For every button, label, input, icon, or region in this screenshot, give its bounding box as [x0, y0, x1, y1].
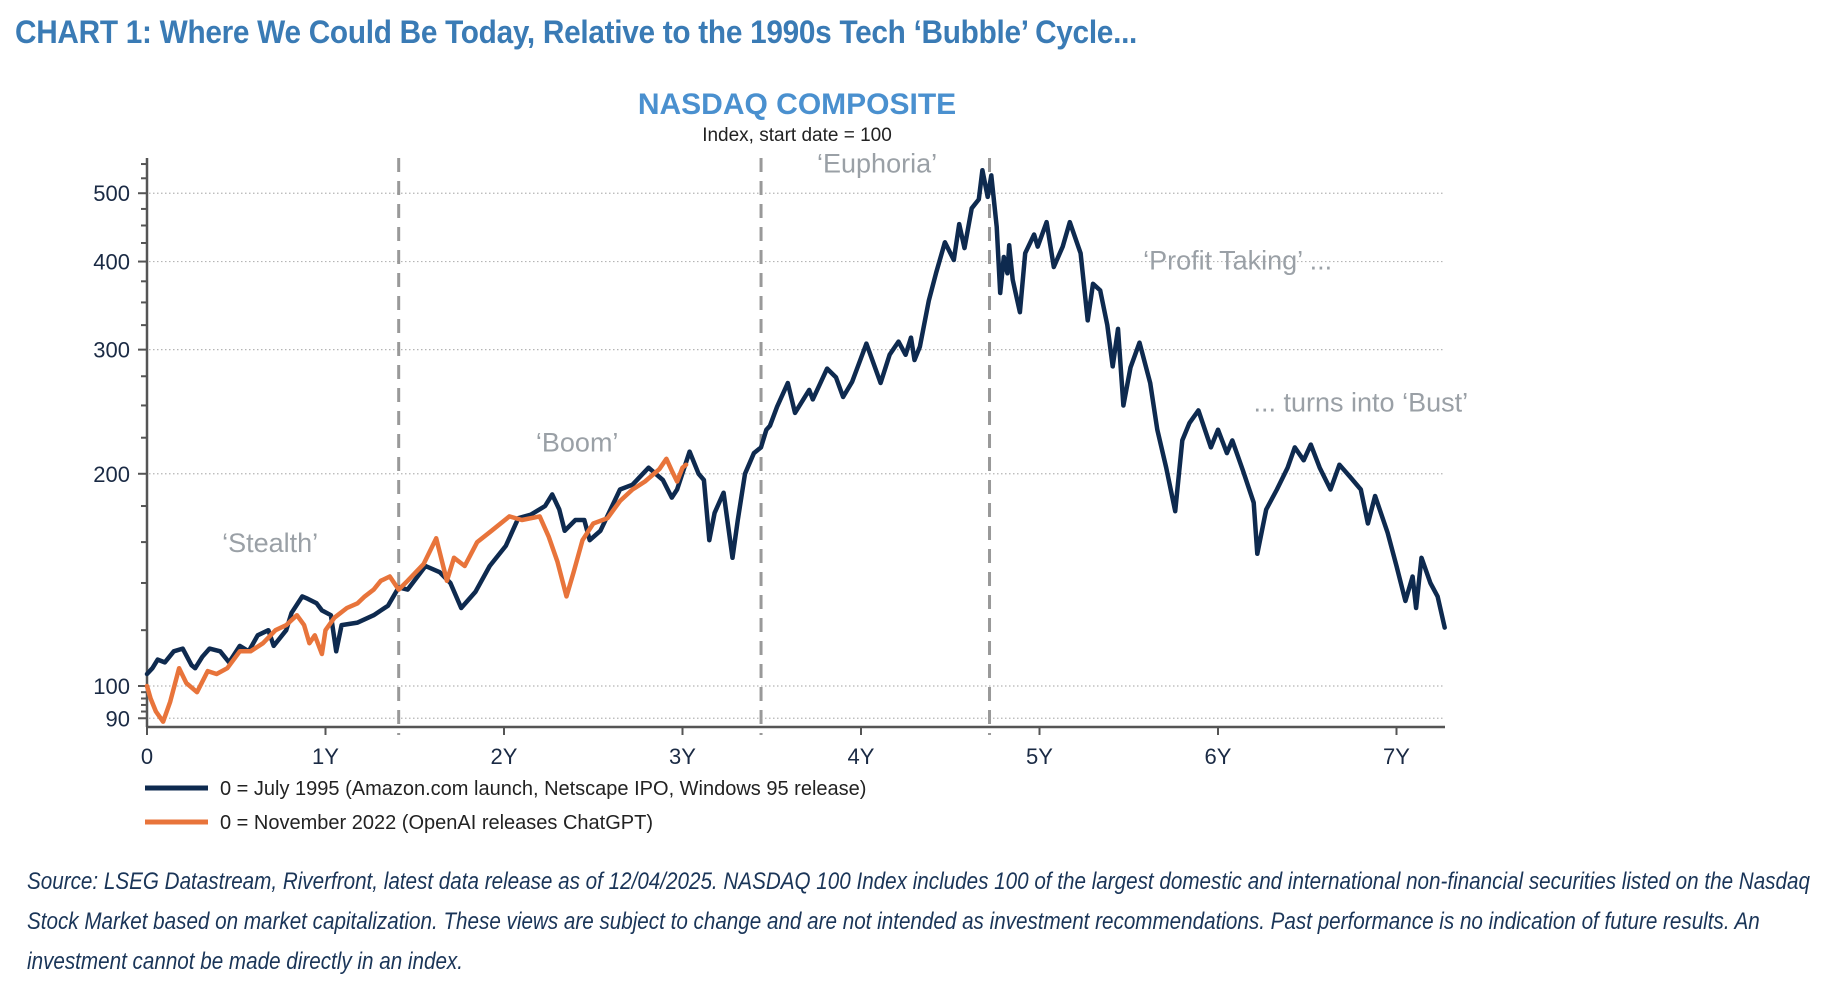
- x-tick-label: 3Y: [669, 744, 696, 769]
- phase-annotation: ‘Profit Taking’ ...: [1143, 245, 1332, 275]
- phase-annotation: ‘Euphoria’: [817, 149, 937, 179]
- axes: 90 100 200 300 400 500 0 1Y 2Y 3Y 4Y 5Y 6Y 7Y: [93, 158, 1445, 769]
- x-tick-label: 4Y: [848, 744, 875, 769]
- x-tick-label: 2Y: [491, 744, 518, 769]
- chart-heading: CHART 1: Where We Could Be Today, Relati…: [15, 14, 1138, 50]
- phase-annotation: ‘Boom’: [536, 428, 619, 458]
- y-tick-label: 200: [93, 462, 130, 487]
- y-tick-label: 100: [93, 674, 130, 699]
- y-tick-label: 400: [93, 250, 130, 275]
- phase-annotation: ... turns into ‘Bust’: [1254, 388, 1469, 418]
- gridlines: [149, 192, 1445, 719]
- series-lines: [144, 167, 1447, 724]
- y-tick-label: 500: [93, 181, 130, 206]
- chart-subtitle: Index, start date = 100: [702, 125, 892, 146]
- legend-label-1995: 0 = July 1995 (Amazon.com launch, Netsca…: [220, 778, 866, 800]
- x-tick-label: 0: [141, 744, 153, 769]
- legend-label-2022: 0 = November 2022 (OpenAI releases ChatG…: [220, 812, 653, 834]
- phase-annotations: ‘Stealth’ ‘Boom’ ‘Euphoria’ ‘Profit Taking’…: [222, 149, 1468, 558]
- phase-annotation: ‘Stealth’: [222, 528, 318, 558]
- legend: 0 = July 1995 (Amazon.com launch, Netsca…: [145, 778, 866, 834]
- x-tick-label: 7Y: [1383, 744, 1410, 769]
- x-tick-label: 5Y: [1026, 744, 1053, 769]
- phase-boundaries: [397, 158, 992, 735]
- source-footnote: Source: LSEG Datastream, Riverfront, lat…: [27, 868, 1810, 975]
- x-tick-label: 1Y: [312, 744, 339, 769]
- chart-title: NASDAQ COMPOSITE: [638, 88, 956, 121]
- y-tick-label: 90: [106, 706, 130, 731]
- x-tick-label: 6Y: [1205, 744, 1232, 769]
- y-tick-label: 300: [93, 338, 130, 363]
- series-line-2022: [144, 456, 689, 724]
